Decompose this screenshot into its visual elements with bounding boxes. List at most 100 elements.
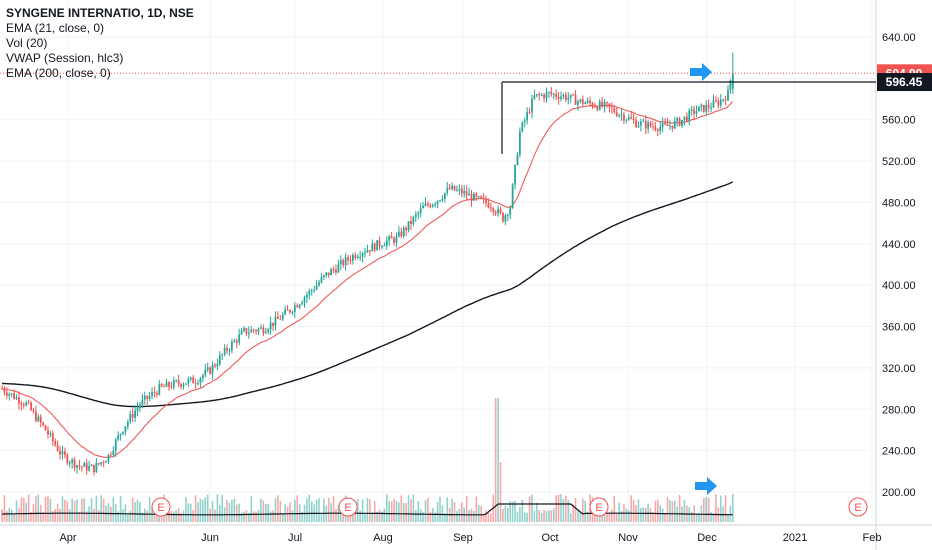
volume-bar xyxy=(44,496,47,522)
candle-body xyxy=(332,269,335,271)
candle-body xyxy=(678,118,681,126)
volume-bar xyxy=(395,500,398,522)
volume-bar xyxy=(83,498,86,522)
candle-body xyxy=(456,189,458,191)
candle-body xyxy=(284,309,287,315)
earnings-marker-label: E xyxy=(157,502,164,514)
volume-bar xyxy=(267,503,269,522)
earnings-marker-label: E xyxy=(595,502,602,514)
volume-bar xyxy=(371,513,374,522)
candle-body xyxy=(598,101,601,110)
candle-body xyxy=(76,465,78,468)
volume-bar xyxy=(197,502,199,522)
candle-body xyxy=(453,185,456,191)
volume-bar xyxy=(441,505,444,522)
candle-body xyxy=(187,379,190,384)
candle-body xyxy=(625,119,628,121)
candle-body xyxy=(584,102,587,105)
candle-body xyxy=(722,99,725,101)
candle-body xyxy=(260,327,262,329)
volume-bar xyxy=(274,498,277,522)
candle-body xyxy=(134,410,136,418)
volume-bar xyxy=(54,509,57,522)
candle-body xyxy=(233,340,236,343)
x-tick-label: Jun xyxy=(201,532,219,544)
volume-bar xyxy=(390,501,393,522)
volume-bar xyxy=(100,495,103,522)
candle-body xyxy=(206,367,209,370)
candle-body xyxy=(342,260,345,266)
candle-body xyxy=(511,184,514,208)
volume-bar xyxy=(654,500,657,522)
candle-body xyxy=(436,200,439,204)
y-tick-label: 280.00 xyxy=(882,404,916,416)
volume-bar xyxy=(569,513,572,522)
candle-body xyxy=(552,93,555,95)
candle-body xyxy=(673,121,676,129)
candle-body xyxy=(390,236,393,239)
y-tick-label: 240.00 xyxy=(882,446,916,458)
candle-body xyxy=(603,102,606,107)
volume-bar xyxy=(661,508,664,522)
candle-body xyxy=(122,431,124,434)
volume-bar xyxy=(139,502,141,522)
candle-body xyxy=(124,426,127,432)
volume-bar xyxy=(281,513,284,522)
candle-body xyxy=(148,395,151,399)
volume-bar xyxy=(231,500,233,522)
candle-body xyxy=(427,203,429,206)
candle-body xyxy=(255,330,257,332)
volume-bar xyxy=(490,513,492,522)
candle-body xyxy=(252,329,255,331)
volume-bar xyxy=(703,498,705,522)
candle-body xyxy=(596,106,599,110)
volume-bar xyxy=(78,511,81,522)
candle-body xyxy=(548,92,550,94)
volume-bar xyxy=(175,510,178,522)
legend-volume: Vol (20) xyxy=(6,36,48,50)
candle-body xyxy=(557,96,560,99)
candle-body xyxy=(516,154,519,165)
candle-body xyxy=(107,454,110,462)
candle-body xyxy=(431,204,434,207)
volume-bar xyxy=(548,510,550,522)
candle-body xyxy=(320,277,323,283)
candle-body xyxy=(497,208,499,214)
candle-body xyxy=(564,94,567,100)
candle-body xyxy=(659,126,662,131)
candle-body xyxy=(114,439,117,452)
candle-body xyxy=(231,342,233,351)
candle-body xyxy=(356,256,359,258)
candle-body xyxy=(68,462,71,464)
candle-body xyxy=(262,327,265,334)
candle-body xyxy=(693,109,696,114)
candle-body xyxy=(10,393,13,395)
volume-bar xyxy=(315,499,318,522)
candle-body xyxy=(698,106,700,112)
volume-bar xyxy=(427,497,429,522)
candle-body xyxy=(83,463,86,467)
breakout-price-tag xyxy=(877,73,932,92)
volume-bar xyxy=(516,511,519,522)
earnings-marker-label: E xyxy=(854,502,861,514)
candle-body xyxy=(654,126,657,130)
candle-body xyxy=(199,378,202,383)
volume-bar xyxy=(15,500,18,522)
candle-body xyxy=(112,451,115,455)
candle-body xyxy=(717,100,720,106)
candle-body xyxy=(608,103,611,107)
candle-body xyxy=(555,93,558,97)
x-tick-label: Oct xyxy=(541,532,558,544)
volume-bar xyxy=(719,495,722,522)
candle-body xyxy=(395,236,398,243)
volume-bar xyxy=(579,512,582,522)
volume-bar xyxy=(320,513,323,522)
candle-body xyxy=(276,316,279,319)
candle-body xyxy=(131,413,134,418)
volume-bar xyxy=(468,510,470,522)
candle-body xyxy=(724,99,727,101)
candle-body xyxy=(407,221,410,231)
candle-body xyxy=(20,403,23,405)
volume-bar xyxy=(226,499,228,522)
volume-bar xyxy=(712,513,715,522)
